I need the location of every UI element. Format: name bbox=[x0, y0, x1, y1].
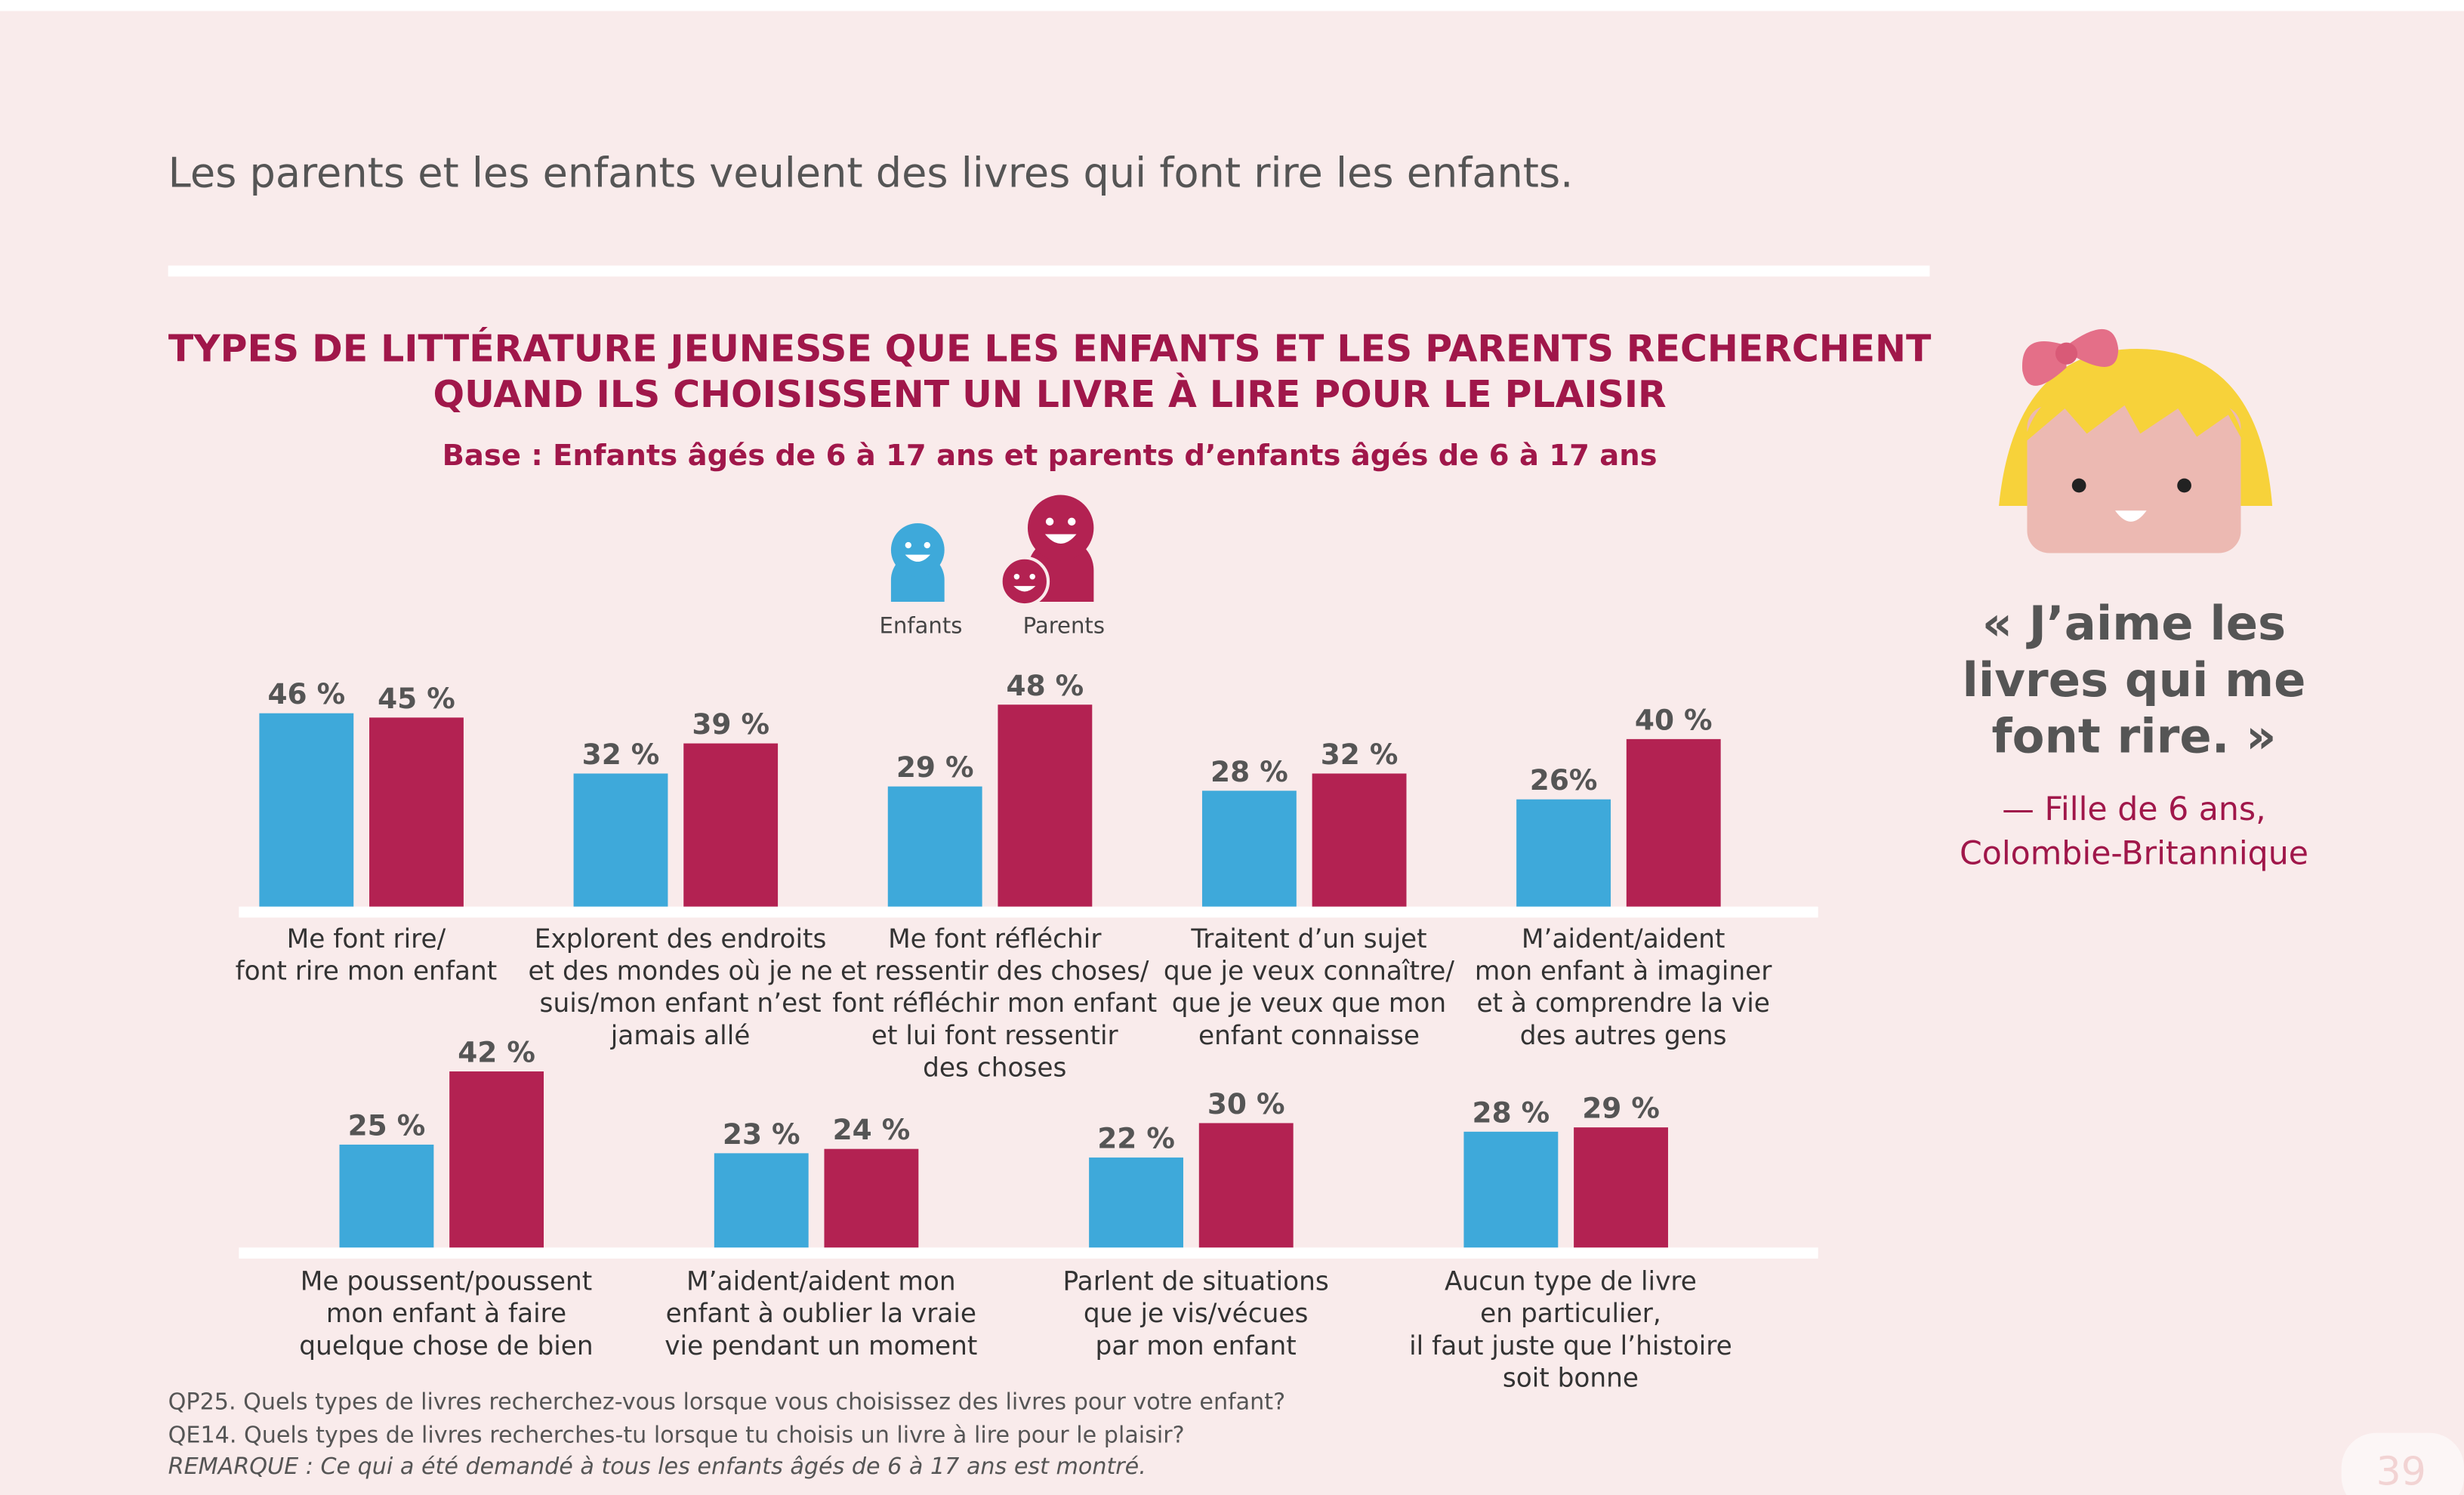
legend-label: Enfants bbox=[879, 613, 962, 639]
page-tab bbox=[2341, 1432, 2464, 1495]
category-label: enfant à oublier la vraie bbox=[666, 1299, 976, 1329]
chart-title: QUAND ILS CHOISISSENT UN LIVRE À LIRE PO… bbox=[433, 371, 1667, 416]
category-label: des choses bbox=[923, 1053, 1066, 1083]
value-label: 29 % bbox=[1582, 1092, 1660, 1125]
bar bbox=[1463, 1131, 1559, 1253]
footnote: QP25. Quels types de livres recherchez-v… bbox=[168, 1389, 1285, 1416]
category-label: Me font réfléchir bbox=[888, 924, 1102, 954]
chart-title: TYPES DE LITTÉRATURE JEUNESSE QUE LES EN… bbox=[168, 326, 1932, 371]
footnote: REMARQUE : Ce qui a été demandé à tous l… bbox=[168, 1453, 1146, 1480]
charts: 46 % 45 % Me font rire/font rire mon enfan… bbox=[236, 669, 1818, 1393]
category-label: Explorent des endroits bbox=[535, 924, 827, 954]
bar bbox=[714, 1153, 809, 1253]
category-label: suis/mon enfant n’est bbox=[540, 988, 822, 1019]
baseline bbox=[239, 906, 1818, 918]
value-label: 25 % bbox=[348, 1108, 426, 1142]
category-label: que je veux que mon bbox=[1172, 988, 1446, 1019]
heading: Les parents et les enfants veulent des l… bbox=[168, 150, 1574, 197]
value-label: 30 % bbox=[1207, 1087, 1285, 1120]
girl-illustration bbox=[1999, 328, 2273, 553]
category-label: soit bonne bbox=[1503, 1363, 1639, 1393]
value-label: 22 % bbox=[1097, 1122, 1175, 1155]
category-label: Me poussent/poussent bbox=[301, 1266, 593, 1296]
category-label: font réfléchir mon enfant bbox=[832, 988, 1157, 1019]
bar bbox=[259, 713, 354, 911]
category-label: Parlent de situations bbox=[1063, 1266, 1329, 1296]
category-label: et à comprendre la vie bbox=[1476, 988, 1769, 1019]
bar bbox=[369, 717, 464, 911]
category-label: il faut juste que l’histoire bbox=[1409, 1331, 1732, 1361]
category-label: Aucun type de livre bbox=[1445, 1266, 1697, 1296]
category-label: en particulier, bbox=[1480, 1299, 1661, 1329]
page-number: 39 bbox=[2376, 1449, 2426, 1494]
chart-subtitle: Base : Enfants âgés de 6 à 17 ans et par… bbox=[443, 439, 1658, 473]
value-label: 42 % bbox=[458, 1036, 535, 1069]
value-label: 45 % bbox=[378, 682, 455, 715]
category-label: mon enfant à imaginer bbox=[1475, 956, 1772, 986]
quote: font rire. » bbox=[1991, 709, 2276, 764]
category-label: que je vis/vécues bbox=[1084, 1299, 1309, 1329]
bar bbox=[824, 1148, 919, 1253]
category-label: jamais allé bbox=[610, 1021, 751, 1051]
category-label: et lui font ressentir bbox=[871, 1021, 1119, 1051]
value-label: 46 % bbox=[267, 677, 345, 711]
attribution: Colombie-Britannique bbox=[1960, 835, 2308, 873]
category-label: Traitent d’un sujet bbox=[1190, 924, 1426, 954]
bar bbox=[1198, 1123, 1294, 1253]
category-label: M’aident/aident bbox=[1522, 924, 1725, 954]
baseline bbox=[239, 1247, 1818, 1259]
bar bbox=[573, 773, 668, 911]
quote: « J’aime les bbox=[1982, 596, 2286, 651]
category-label: et des mondes où je ne bbox=[528, 956, 832, 986]
bar bbox=[1089, 1157, 1183, 1253]
value-label: 29 % bbox=[896, 751, 974, 784]
category-label: vie pendant un moment bbox=[665, 1331, 977, 1361]
divider bbox=[168, 265, 1930, 277]
value-label: 48 % bbox=[1007, 669, 1084, 702]
value-label: 32 % bbox=[582, 738, 660, 771]
bar bbox=[887, 786, 982, 911]
quote: livres qui me bbox=[1962, 652, 2305, 707]
value-label: 24 % bbox=[833, 1113, 911, 1146]
footnote: QE14. Quels types de livres recherches-t… bbox=[168, 1422, 1185, 1448]
category-label: Me font rire/ bbox=[287, 924, 446, 954]
category-label: que je veux connaître/ bbox=[1164, 956, 1454, 986]
bar bbox=[1626, 738, 1721, 911]
value-label: 26% bbox=[1530, 763, 1598, 797]
legend-icon-parents bbox=[999, 495, 1094, 607]
bar bbox=[1312, 773, 1407, 911]
bar bbox=[998, 704, 1093, 911]
category-label: par mon enfant bbox=[1096, 1331, 1297, 1361]
bar bbox=[1201, 791, 1297, 911]
value-label: 28 % bbox=[1473, 1096, 1550, 1129]
bar bbox=[1516, 799, 1611, 911]
attribution: — Fille de 6 ans, bbox=[2002, 791, 2265, 828]
bar bbox=[339, 1144, 434, 1253]
value-label: 32 % bbox=[1321, 738, 1399, 771]
category-label: font rire mon enfant bbox=[236, 956, 498, 986]
bar bbox=[683, 743, 779, 911]
bar bbox=[449, 1071, 544, 1253]
legend-icon-enfants bbox=[890, 522, 945, 602]
value-label: 39 % bbox=[692, 707, 769, 741]
value-label: 28 % bbox=[1210, 755, 1288, 788]
top-strip bbox=[0, 0, 2464, 11]
category-label: M’aident/aident mon bbox=[686, 1266, 956, 1296]
category-label: et ressentir des choses/ bbox=[840, 956, 1149, 986]
category-label: quelque chose de bien bbox=[299, 1331, 593, 1361]
bar bbox=[1574, 1127, 1668, 1253]
value-label: 40 % bbox=[1635, 703, 1713, 736]
legend-label: Parents bbox=[1023, 613, 1105, 639]
category-label: des autres gens bbox=[1520, 1021, 1727, 1051]
category-label: enfant connaisse bbox=[1198, 1021, 1420, 1051]
value-label: 23 % bbox=[723, 1117, 800, 1151]
category-label: mon enfant à faire bbox=[326, 1299, 566, 1329]
